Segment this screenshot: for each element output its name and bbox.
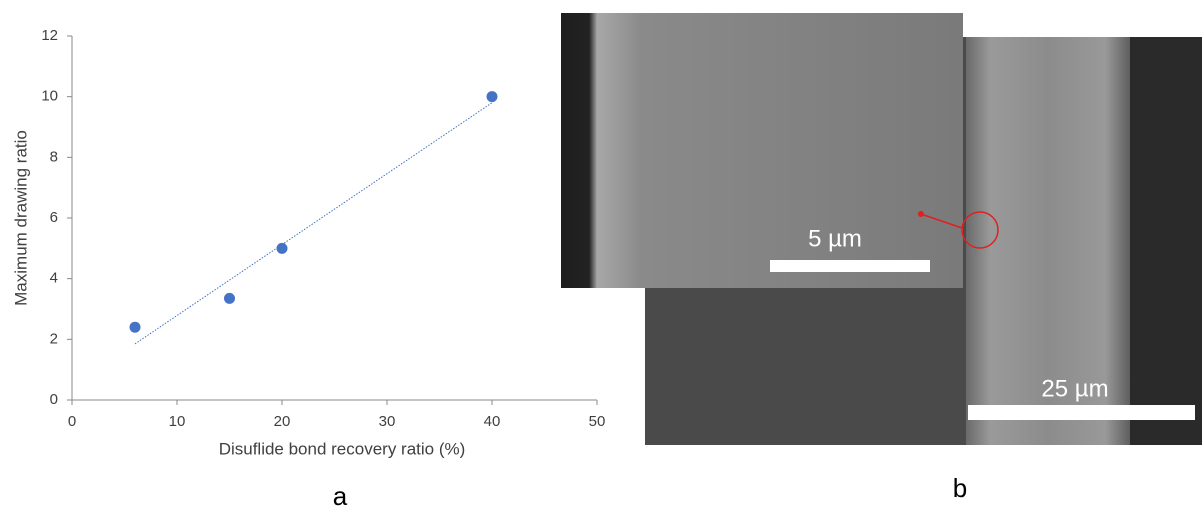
trendline — [135, 103, 492, 344]
figure: 5 µm 25 µm b Disuflide bond recovery rat… — [0, 0, 1202, 511]
y-tick-label: 10 — [41, 88, 58, 105]
point — [130, 322, 141, 333]
x-tick-label: 0 — [68, 413, 76, 430]
scale-label: 5 µm — [808, 225, 862, 252]
scale-label: 25 µm — [1041, 375, 1108, 402]
x-tick-label: 50 — [589, 413, 606, 430]
x-tick-label: 10 — [169, 413, 186, 430]
point — [487, 91, 498, 102]
y-axis-title: Maximum drawing ratio — [11, 130, 30, 306]
y-tick-label: 4 — [50, 270, 58, 287]
x-tick-label: 40 — [484, 413, 501, 430]
scale-bar — [968, 405, 1195, 420]
panel-label: b — [953, 473, 967, 503]
page: {"chart_data": {"type": "scatter", "x": … — [0, 0, 1202, 511]
point — [224, 293, 235, 304]
x-tick-label: 30 — [379, 413, 396, 430]
y-tick-label: 8 — [50, 148, 58, 165]
panel-label: a — [333, 481, 348, 511]
scale-bar — [770, 260, 930, 272]
x-axis-title: Disuflide bond recovery ratio (%) — [219, 439, 466, 458]
point — [277, 243, 288, 254]
micrograph-inset — [561, 13, 963, 288]
y-tick-label: 6 — [50, 209, 58, 226]
y-tick-label: 2 — [50, 330, 58, 347]
micrograph-background — [1130, 37, 1202, 445]
x-tick-label: 20 — [274, 413, 291, 430]
y-tick-label: 0 — [50, 391, 58, 408]
y-tick-label: 12 — [41, 27, 58, 44]
